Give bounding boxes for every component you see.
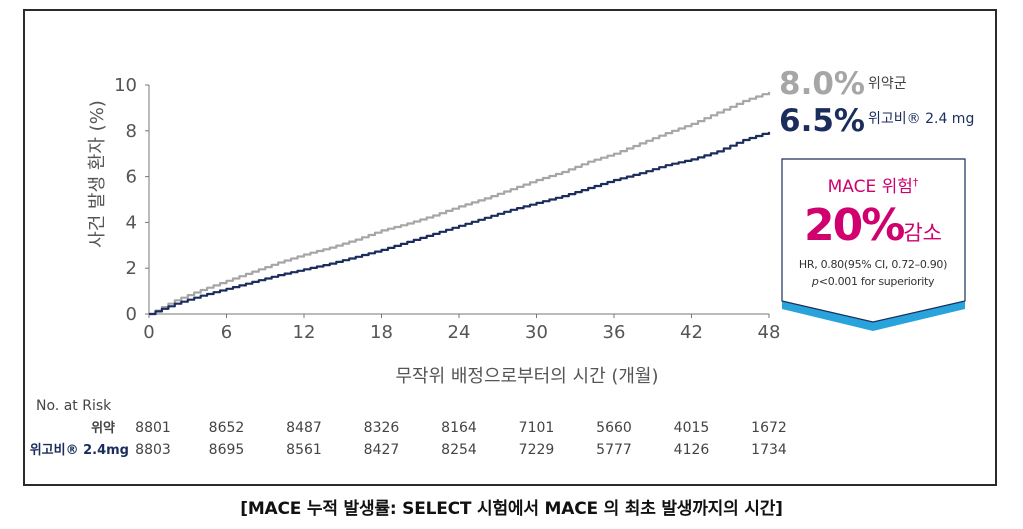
- callout-p-line: p<0.001 for superiority: [811, 275, 935, 288]
- x-axis-title: 무작위 배정으로부터의 시간 (개월): [395, 366, 658, 387]
- y-axis-title: 사건 발생 환자 (%): [87, 100, 108, 248]
- callout-dagger: †: [913, 176, 919, 189]
- callout-title: MACE 위험: [828, 177, 913, 197]
- axes: [145, 84, 770, 318]
- wegovy-legend-label: 위고비® 2.4 mg: [868, 111, 974, 127]
- callout-value-line: 20%감소: [804, 200, 942, 251]
- at-risk-cell: 8164: [441, 420, 477, 436]
- placebo-line: [149, 91, 771, 316]
- at-risk-cell: 8427: [364, 442, 400, 458]
- at-risk-cell: 8326: [364, 420, 400, 436]
- y-tick-label: 2: [126, 258, 137, 279]
- at-risk-cell: 8695: [209, 442, 245, 458]
- placebo-end-value: 8.0%: [779, 66, 865, 102]
- callout-value-suffix: 감소: [903, 221, 942, 245]
- callout-shape: [781, 158, 966, 323]
- at-risk-values: 8801 8652 8487 8326 8164 7101 5660 4015 1672 8803…: [135, 420, 787, 458]
- callout-hr: HR, 0.80(95% CI, 0.72–0.90): [799, 258, 947, 271]
- callout-title-line: MACE 위험†: [828, 176, 919, 197]
- x-tick-label: 6: [221, 322, 232, 343]
- km-chart: 사건 발생 환자 (%) 무작위 배정으로부터의 시간 (개월) 0 6 12 18 2…: [30, 66, 975, 458]
- callout-p-rest: <0.001 for superiority: [819, 275, 935, 288]
- series-lines: [149, 91, 771, 316]
- y-axis-title-group: 사건 발생 환자 (%): [87, 100, 108, 248]
- at-risk-cell: 8801: [135, 420, 171, 436]
- y-tick-label: 4: [126, 212, 137, 233]
- at-risk-row-label-placebo: 위약: [91, 420, 115, 436]
- at-risk-heading: No. at Risk: [36, 398, 112, 414]
- at-risk-cell: 5660: [596, 420, 632, 436]
- at-risk-cell: 8561: [286, 442, 322, 458]
- y-tick-label: 6: [126, 167, 137, 188]
- x-tick-label: 0: [143, 322, 154, 343]
- x-tick-label: 36: [603, 322, 626, 343]
- x-tick-label: 42: [680, 322, 703, 343]
- placebo-legend-label: 위약군: [868, 76, 907, 92]
- at-risk-cell: 8254: [441, 442, 477, 458]
- at-risk-cell: 8652: [209, 420, 245, 436]
- at-risk-cell: 4126: [674, 442, 710, 458]
- wegovy-end-value: 6.5%: [779, 103, 865, 139]
- at-risk-row-label-wegovy: 위고비® 2.4mg: [30, 443, 129, 458]
- at-risk-cell: 1672: [751, 420, 787, 436]
- at-risk-cell: 4015: [674, 420, 710, 436]
- y-tick-label: 8: [126, 121, 137, 142]
- at-risk-cell: 7229: [519, 442, 555, 458]
- callout-value: 20%: [804, 200, 904, 251]
- risk-reduction-callout: MACE 위험† 20%감소 HR, 0.80(95% CI, 0.72–0.9…: [781, 158, 966, 331]
- at-risk-cell: 8803: [135, 442, 171, 458]
- callout-p-italic: p: [811, 275, 819, 288]
- x-tick-label: 18: [370, 322, 393, 343]
- x-tick-label: 24: [448, 322, 471, 343]
- x-tick-label: 12: [293, 322, 316, 343]
- wegovy-line: [149, 131, 771, 316]
- figure-caption: [MACE 누적 발생률: SELECT 시험에서 MACE 의 최초 발생까지…: [240, 499, 783, 519]
- y-tick-label: 0: [126, 304, 137, 325]
- at-risk-cell: 8487: [286, 420, 322, 436]
- y-tick-label: 10: [114, 75, 137, 96]
- at-risk-cell: 1734: [751, 442, 787, 458]
- at-risk-cell: 7101: [519, 420, 555, 436]
- figure-frame: 사건 발생 환자 (%) 무작위 배정으로부터의 시간 (개월) 0 6 12 18 2…: [23, 9, 997, 486]
- x-tick-label: 48: [758, 322, 781, 343]
- x-tick-label: 30: [525, 322, 548, 343]
- at-risk-cell: 5777: [596, 442, 632, 458]
